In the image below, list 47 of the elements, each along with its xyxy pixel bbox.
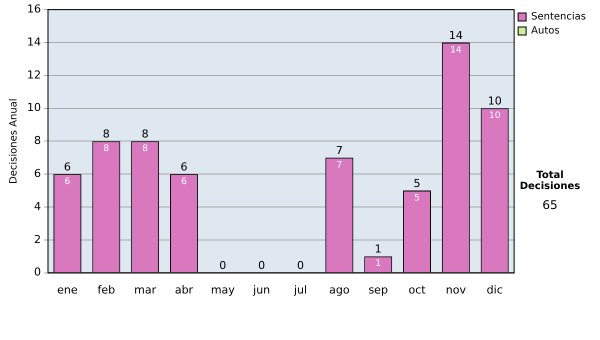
y-tick-label: 16 [26,2,41,16]
y-tick-label: 10 [26,101,41,114]
total-label: 0 [258,259,266,272]
legend-label: Autos [531,26,560,37]
data-label: 8 [103,144,110,154]
y-tick-label: 2 [34,232,41,246]
text: Total Decisiones [518,170,582,192]
x-tick-label: dic [486,283,503,296]
total-label: 5 [414,176,421,190]
x-tick-label: jul [292,283,308,296]
total-label: 6 [64,160,71,174]
x-tick-label: nov [446,283,466,296]
total-label: 7 [336,144,343,158]
y-tick-label: 4 [34,200,41,213]
x-tick-label: sep [368,283,388,296]
y-tick-label: 14 [26,35,41,48]
y-tick-label: 0 [34,266,41,279]
legend-label: Sentencias [531,12,586,23]
total-label: 1 [374,242,382,256]
x-tick-label: abr [174,283,194,296]
data-label: 10 [488,111,501,122]
data-label: 7 [336,160,342,170]
total-label: 8 [102,128,110,141]
total-label: 6 [180,160,188,174]
data-label: 6 [181,176,188,187]
x-tick-label: jun [252,283,270,296]
x-tick-label: oct [408,283,426,296]
data-label: 6 [64,176,71,187]
x-tick-label: ago [329,283,350,296]
data-label: 5 [414,193,420,204]
total-label: 10 [488,94,502,108]
x-tick-label: may [210,283,236,296]
x-tick-label: mar [134,283,157,296]
y-tick-label: 8 [34,134,41,148]
data-label: 1 [375,259,382,270]
total-label: 0 [219,259,226,272]
x-tick-label: feb [97,283,116,296]
total-label: 14 [448,28,463,42]
y-tick-label: 6 [34,166,41,180]
y-tick-label: 12 [26,68,41,82]
data-label: 14 [450,45,462,56]
total-label: 0 [296,259,304,272]
y-axis-title: Decisiones Anual [8,98,20,184]
text: 65 [541,198,559,212]
x-tick-label: ene [57,283,78,296]
data-label: 8 [142,144,148,154]
total-label: 8 [142,128,149,141]
